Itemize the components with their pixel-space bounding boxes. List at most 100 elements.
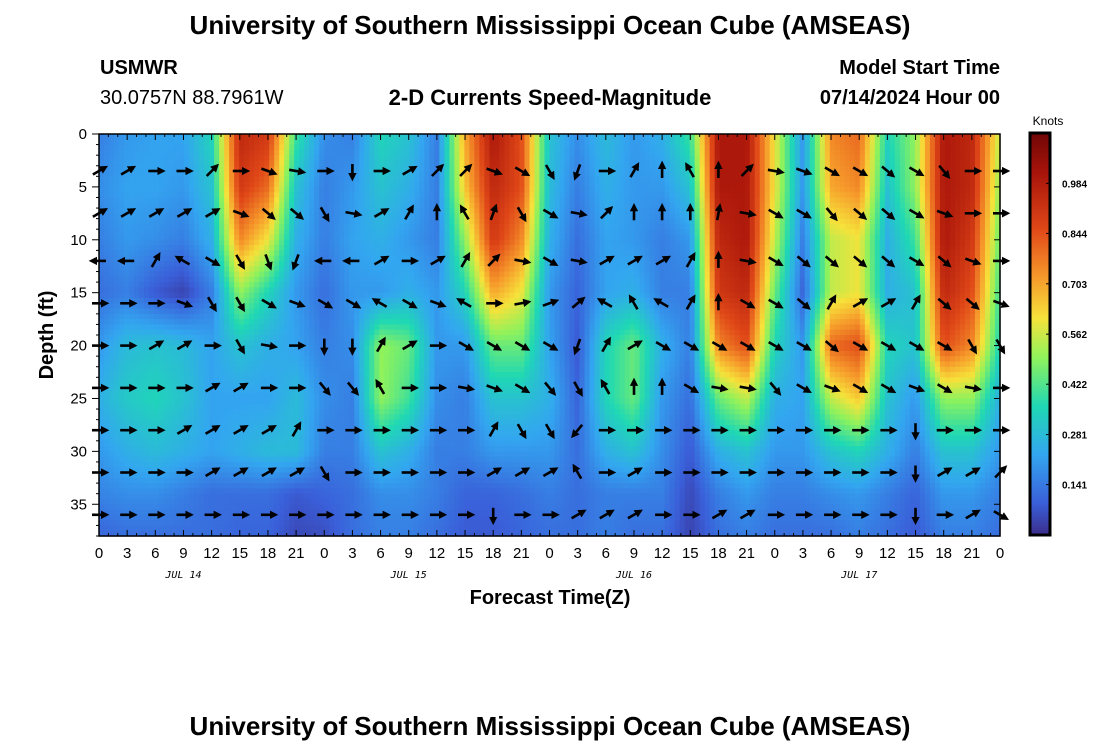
heatmap-cell xyxy=(139,239,145,246)
heatmap-cell xyxy=(204,292,210,299)
heatmap-cell xyxy=(324,419,330,426)
heatmap-cell xyxy=(314,276,320,283)
heatmap-cell xyxy=(204,155,210,162)
heatmap-cell xyxy=(194,530,200,537)
heatmap-cell xyxy=(389,282,395,288)
heatmap-cell xyxy=(244,144,250,151)
heatmap-cell xyxy=(104,266,110,273)
heatmap-cell xyxy=(234,366,240,373)
heatmap-cell xyxy=(239,435,245,442)
heatmap-cell xyxy=(389,456,395,463)
heatmap-cell xyxy=(224,451,230,458)
heatmap-cell xyxy=(329,345,335,352)
heatmap-cell xyxy=(364,245,370,251)
heatmap-cell xyxy=(334,287,340,294)
heatmap-cell xyxy=(224,350,230,357)
heatmap-cell xyxy=(349,287,355,294)
heatmap-cell xyxy=(404,266,410,273)
heatmap-cell xyxy=(269,361,275,368)
heatmap-cell xyxy=(109,377,115,384)
heatmap-cell xyxy=(289,234,295,241)
heatmap-cell xyxy=(394,493,400,500)
heatmap-cell xyxy=(224,409,230,415)
heatmap-cell xyxy=(304,387,310,394)
heatmap-cell xyxy=(254,509,260,516)
heatmap-cell xyxy=(189,276,195,283)
heatmap-cell xyxy=(279,361,285,368)
heatmap-cell xyxy=(134,398,140,405)
heatmap-cell xyxy=(224,514,230,521)
heatmap-cell xyxy=(194,393,200,400)
heatmap-cell xyxy=(239,245,245,251)
heatmap-cell xyxy=(324,239,330,246)
heatmap-cell xyxy=(224,493,230,500)
heatmap-cell xyxy=(339,440,345,447)
heatmap-cell xyxy=(324,208,330,214)
heatmap-cell xyxy=(204,498,210,505)
heatmap-cell xyxy=(179,467,185,474)
heatmap-cell xyxy=(249,350,255,357)
heatmap-cell xyxy=(204,181,210,188)
heatmap-cell xyxy=(349,335,355,341)
heatmap-cell xyxy=(419,181,425,188)
heatmap-cell xyxy=(289,377,295,384)
heatmap-cell xyxy=(134,345,140,352)
heatmap-cell xyxy=(419,192,425,199)
heatmap-cell xyxy=(134,324,140,331)
heatmap-cell xyxy=(269,530,275,537)
heatmap-cell xyxy=(284,356,290,363)
heatmap-cell xyxy=(219,245,225,251)
heatmap-cell xyxy=(114,250,120,257)
heatmap-cell xyxy=(239,250,245,257)
heatmap-cell xyxy=(259,202,265,209)
heatmap-cell xyxy=(389,229,395,236)
heatmap-cell xyxy=(99,192,105,199)
heatmap-cell xyxy=(139,525,145,532)
heatmap-cell xyxy=(384,488,390,495)
heatmap-cell xyxy=(314,176,320,183)
heatmap-cell xyxy=(419,387,425,394)
heatmap-cell xyxy=(274,461,280,468)
heatmap-cell xyxy=(304,430,310,437)
heatmap-cell xyxy=(349,366,355,373)
heatmap-cell xyxy=(399,250,405,257)
heatmap-cell xyxy=(394,488,400,495)
heatmap-cell xyxy=(319,266,325,273)
heatmap-cell xyxy=(359,483,365,489)
heatmap-cell xyxy=(259,356,265,363)
heatmap-cell xyxy=(259,424,265,431)
heatmap-cell xyxy=(404,419,410,426)
heatmap-cell xyxy=(119,303,125,310)
heatmap-cell xyxy=(379,419,385,426)
heatmap-cell xyxy=(254,414,260,421)
heatmap-cell xyxy=(179,440,185,447)
heatmap-cell xyxy=(154,504,160,511)
heatmap-cell xyxy=(279,234,285,241)
heatmap-cell xyxy=(359,229,365,236)
heatmap-cell xyxy=(344,213,350,220)
heatmap-cell xyxy=(404,493,410,500)
heatmap-cell xyxy=(114,319,120,326)
heatmap-cell xyxy=(159,149,165,156)
heatmap-cell xyxy=(254,313,260,320)
heatmap-cell xyxy=(214,435,220,442)
heatmap-cell xyxy=(269,477,275,484)
heatmap-cell xyxy=(229,313,235,320)
heatmap-cell xyxy=(129,229,135,236)
heatmap-cell xyxy=(114,176,120,183)
heatmap-cell xyxy=(294,509,300,516)
heatmap-cell xyxy=(99,319,105,326)
heatmap-cell xyxy=(279,260,285,267)
heatmap-cell xyxy=(399,493,405,500)
heatmap-cell xyxy=(359,218,365,225)
heatmap-cell xyxy=(139,435,145,442)
heatmap-cell xyxy=(129,260,135,267)
heatmap-cell xyxy=(154,409,160,415)
heatmap-cell xyxy=(214,446,220,452)
heatmap-cell xyxy=(139,361,145,368)
heatmap-cell xyxy=(189,372,195,378)
heatmap-cell xyxy=(334,223,340,230)
heatmap-cell xyxy=(374,329,380,336)
heatmap-cell xyxy=(324,504,330,511)
heatmap-cell xyxy=(109,498,115,505)
